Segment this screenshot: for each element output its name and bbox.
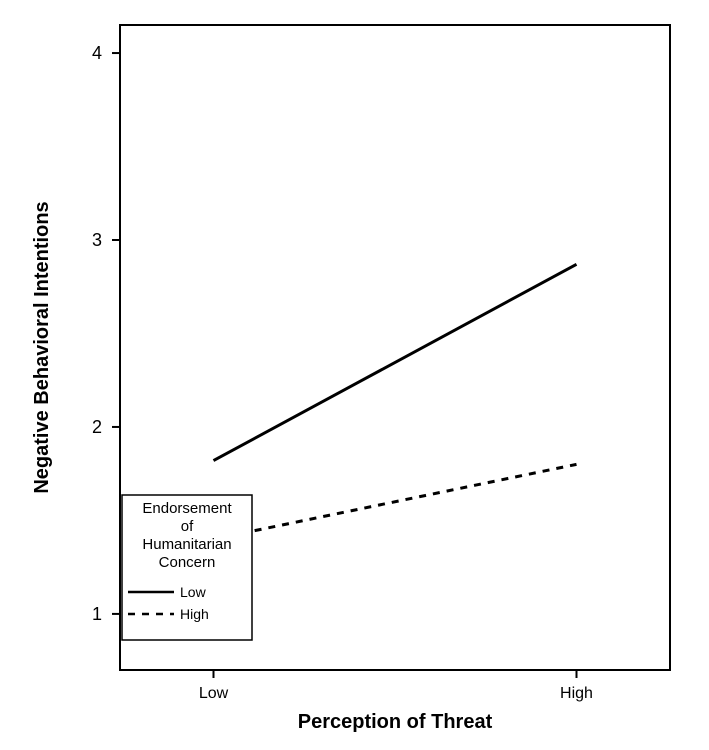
x-tick-label: Low	[199, 685, 229, 702]
chart-svg: 1 2 3 4 Low High Perception of Threat Negative …	[0, 0, 709, 750]
y-tick-label: 2	[92, 417, 102, 437]
y-tick-label: 3	[92, 230, 102, 250]
legend-title-line: Humanitarian	[142, 536, 231, 553]
legend-title-line: Endorsement	[142, 500, 232, 517]
x-axis-label: Perception of Threat	[298, 711, 493, 733]
legend-title-line: Concern	[159, 554, 216, 571]
y-axis-label: Negative Behavioral Intentions	[31, 201, 53, 493]
legend-item-label: High	[180, 606, 209, 622]
y-tick-label: 1	[92, 604, 102, 624]
x-tick-label: High	[560, 685, 593, 702]
legend-title-line: of	[181, 518, 194, 535]
legend-item-label: Low	[180, 584, 207, 600]
chart-container: 1 2 3 4 Low High Perception of Threat Negative …	[0, 0, 709, 750]
y-tick-label: 4	[92, 43, 102, 63]
